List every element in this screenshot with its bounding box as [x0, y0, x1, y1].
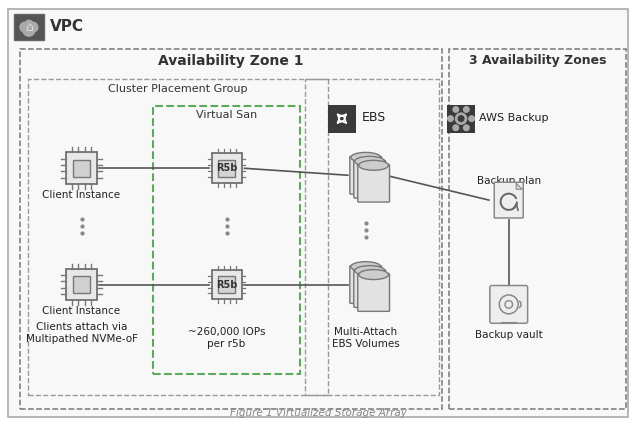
Circle shape: [23, 24, 35, 36]
FancyBboxPatch shape: [328, 105, 355, 133]
Circle shape: [464, 125, 469, 130]
Ellipse shape: [351, 153, 380, 162]
Bar: [449, 49, 626, 409]
Bar: [153, 106, 300, 374]
FancyBboxPatch shape: [490, 286, 527, 323]
Bar: [20, 49, 442, 409]
Text: Figure 1 Virtualized Storage Array: Figure 1 Virtualized Storage Array: [229, 408, 406, 418]
Circle shape: [453, 107, 459, 112]
Circle shape: [28, 22, 38, 32]
Ellipse shape: [355, 266, 385, 275]
FancyBboxPatch shape: [211, 269, 241, 300]
Ellipse shape: [351, 262, 380, 272]
FancyBboxPatch shape: [354, 160, 385, 198]
Circle shape: [20, 22, 30, 32]
Text: Virtual San: Virtual San: [196, 110, 257, 120]
FancyBboxPatch shape: [211, 153, 241, 183]
Circle shape: [25, 20, 33, 28]
Text: Clients attach via
Multipathed NVMe-oF: Clients attach via Multipathed NVMe-oF: [25, 322, 138, 344]
FancyBboxPatch shape: [66, 153, 97, 184]
Text: AWS Backup: AWS Backup: [479, 113, 548, 123]
Text: EBS: EBS: [362, 111, 386, 124]
FancyBboxPatch shape: [218, 160, 235, 177]
Circle shape: [453, 125, 459, 130]
Bar: [14, 14, 44, 40]
Text: Backup plan: Backup plan: [476, 176, 541, 186]
Ellipse shape: [359, 160, 389, 170]
Ellipse shape: [359, 269, 389, 280]
Text: R5b: R5b: [216, 280, 238, 289]
Text: ~260,000 IOPs
per r5b: ~260,000 IOPs per r5b: [188, 327, 266, 349]
Circle shape: [464, 107, 469, 112]
FancyBboxPatch shape: [358, 274, 390, 312]
Circle shape: [455, 113, 467, 124]
FancyBboxPatch shape: [66, 269, 97, 300]
Text: ⌂: ⌂: [25, 21, 33, 34]
FancyBboxPatch shape: [73, 160, 90, 176]
Text: Cluster Placement Group: Cluster Placement Group: [108, 84, 248, 94]
Circle shape: [469, 116, 475, 122]
FancyBboxPatch shape: [218, 276, 235, 293]
FancyBboxPatch shape: [350, 156, 382, 194]
Text: Backup vault: Backup vault: [475, 330, 543, 340]
Text: Availability Zone 1: Availability Zone 1: [158, 54, 303, 68]
Text: 3 Availability Zones: 3 Availability Zones: [469, 54, 606, 68]
Text: Multi-Attach
EBS Volumes: Multi-Attach EBS Volumes: [332, 327, 399, 349]
FancyBboxPatch shape: [354, 269, 385, 307]
Circle shape: [458, 116, 464, 122]
FancyBboxPatch shape: [494, 182, 523, 218]
Polygon shape: [516, 183, 522, 189]
FancyBboxPatch shape: [447, 105, 475, 133]
FancyBboxPatch shape: [350, 266, 382, 303]
Circle shape: [448, 116, 454, 122]
Bar: [28, 79, 328, 395]
Circle shape: [24, 22, 34, 32]
Text: R5b: R5b: [216, 163, 238, 173]
Ellipse shape: [355, 156, 385, 166]
Bar: [305, 79, 439, 395]
FancyBboxPatch shape: [73, 276, 90, 293]
Text: VPC: VPC: [50, 19, 84, 34]
FancyBboxPatch shape: [358, 164, 390, 202]
Text: Client Instance: Client Instance: [43, 306, 120, 316]
Text: Client Instance: Client Instance: [43, 190, 120, 200]
